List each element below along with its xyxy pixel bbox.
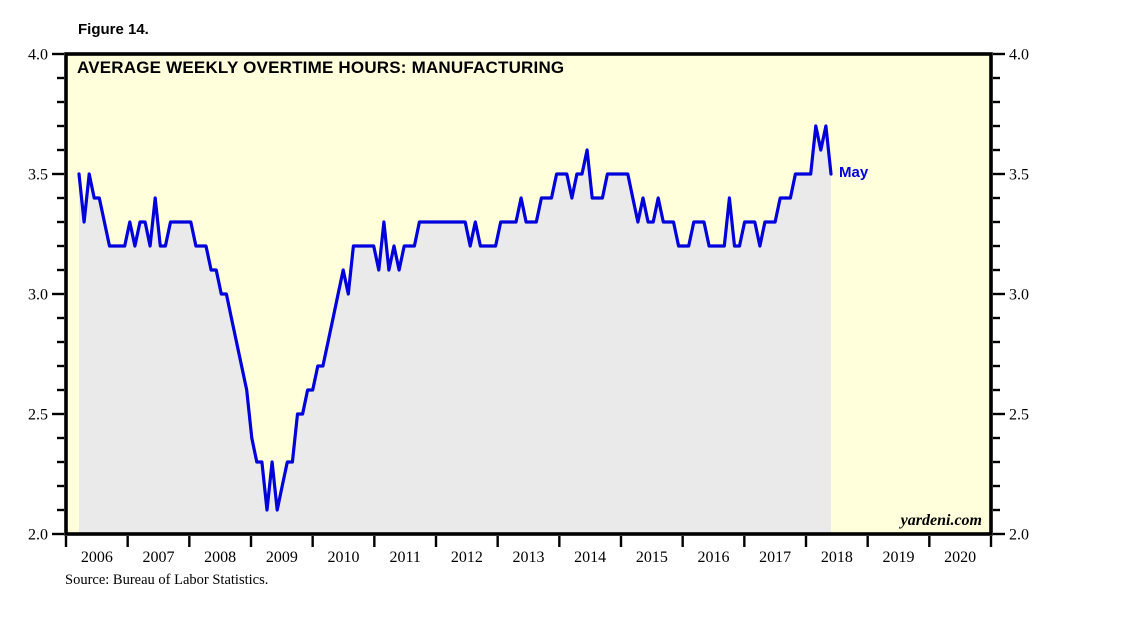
x-axis-label: 2013	[513, 549, 545, 566]
y-axis-label-left: 2.0	[28, 527, 48, 544]
yardeni-watermark: yardeni.com	[900, 512, 982, 529]
x-axis-label: 2016	[698, 549, 730, 566]
x-axis-label: 2010	[328, 549, 360, 566]
chart-title: AVERAGE WEEKLY OVERTIME HOURS: MANUFACTU…	[77, 58, 565, 77]
y-axis-label-right: 3.0	[1009, 287, 1029, 304]
x-axis-label: 2018	[821, 549, 853, 566]
y-axis-label-right: 3.5	[1009, 167, 1029, 184]
y-axis-label-left: 2.5	[28, 407, 48, 424]
x-axis-label: 2012	[451, 549, 483, 566]
source-note: Source: Bureau of Labor Statistics.	[65, 572, 269, 588]
y-axis-label-right: 4.0	[1009, 47, 1029, 64]
figure-number-label: Figure 14.	[78, 21, 149, 38]
x-axis-label: 2015	[636, 549, 668, 566]
y-axis-label-left: 4.0	[28, 47, 48, 64]
y-axis-label-right: 2.5	[1009, 407, 1029, 424]
last-point-annotation: May	[839, 164, 869, 181]
x-axis-label: 2014	[574, 549, 606, 566]
x-axis-label: 2011	[389, 549, 420, 566]
x-axis-label: 2017	[759, 549, 791, 566]
area-under-line	[79, 126, 831, 534]
x-axis-label: 2008	[204, 549, 236, 566]
y-axis-label-left: 3.5	[28, 167, 48, 184]
x-axis-label: 2019	[883, 549, 915, 566]
x-axis-label: 2009	[266, 549, 298, 566]
x-axis-label: 2007	[143, 549, 175, 566]
x-axis-label: 2020	[944, 549, 976, 566]
y-axis-label-left: 3.0	[28, 287, 48, 304]
data-line	[77, 124, 833, 512]
plot-border	[64, 52, 993, 536]
y-axis-label-right: 2.0	[1009, 527, 1029, 544]
x-axis-label: 2006	[81, 549, 113, 566]
